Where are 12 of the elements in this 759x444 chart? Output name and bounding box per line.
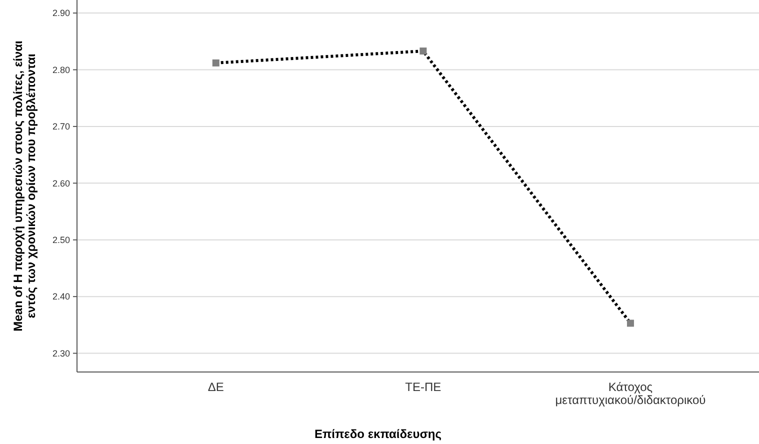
y-tick-label: 2.90 xyxy=(52,8,70,18)
x-tick-label: ΤΕ-ΠΕ xyxy=(405,380,442,394)
y-tick-label: 2.80 xyxy=(52,64,70,75)
y-tick-label: 2.30 xyxy=(52,348,70,358)
y-tick-label: 2.70 xyxy=(52,122,70,132)
y-tick-label: 2.60 xyxy=(52,178,70,188)
x-tick-label: Κάτοχος μεταπτυχιακού/διδακτορικού xyxy=(555,380,706,407)
y-tick-label: 2.50 xyxy=(52,235,70,246)
x-axis-title: Επίπεδο εκπαίδευσης xyxy=(314,427,442,441)
x-tick-label: ΔΕ xyxy=(208,380,224,394)
y-tick-label: 2.40 xyxy=(52,292,70,302)
y-axis-title: Mean of Η παροχή υπηρεσιών στους πολίτες, είναι εντός των χρονικών ορίων που προβλέπονται xyxy=(11,40,38,332)
